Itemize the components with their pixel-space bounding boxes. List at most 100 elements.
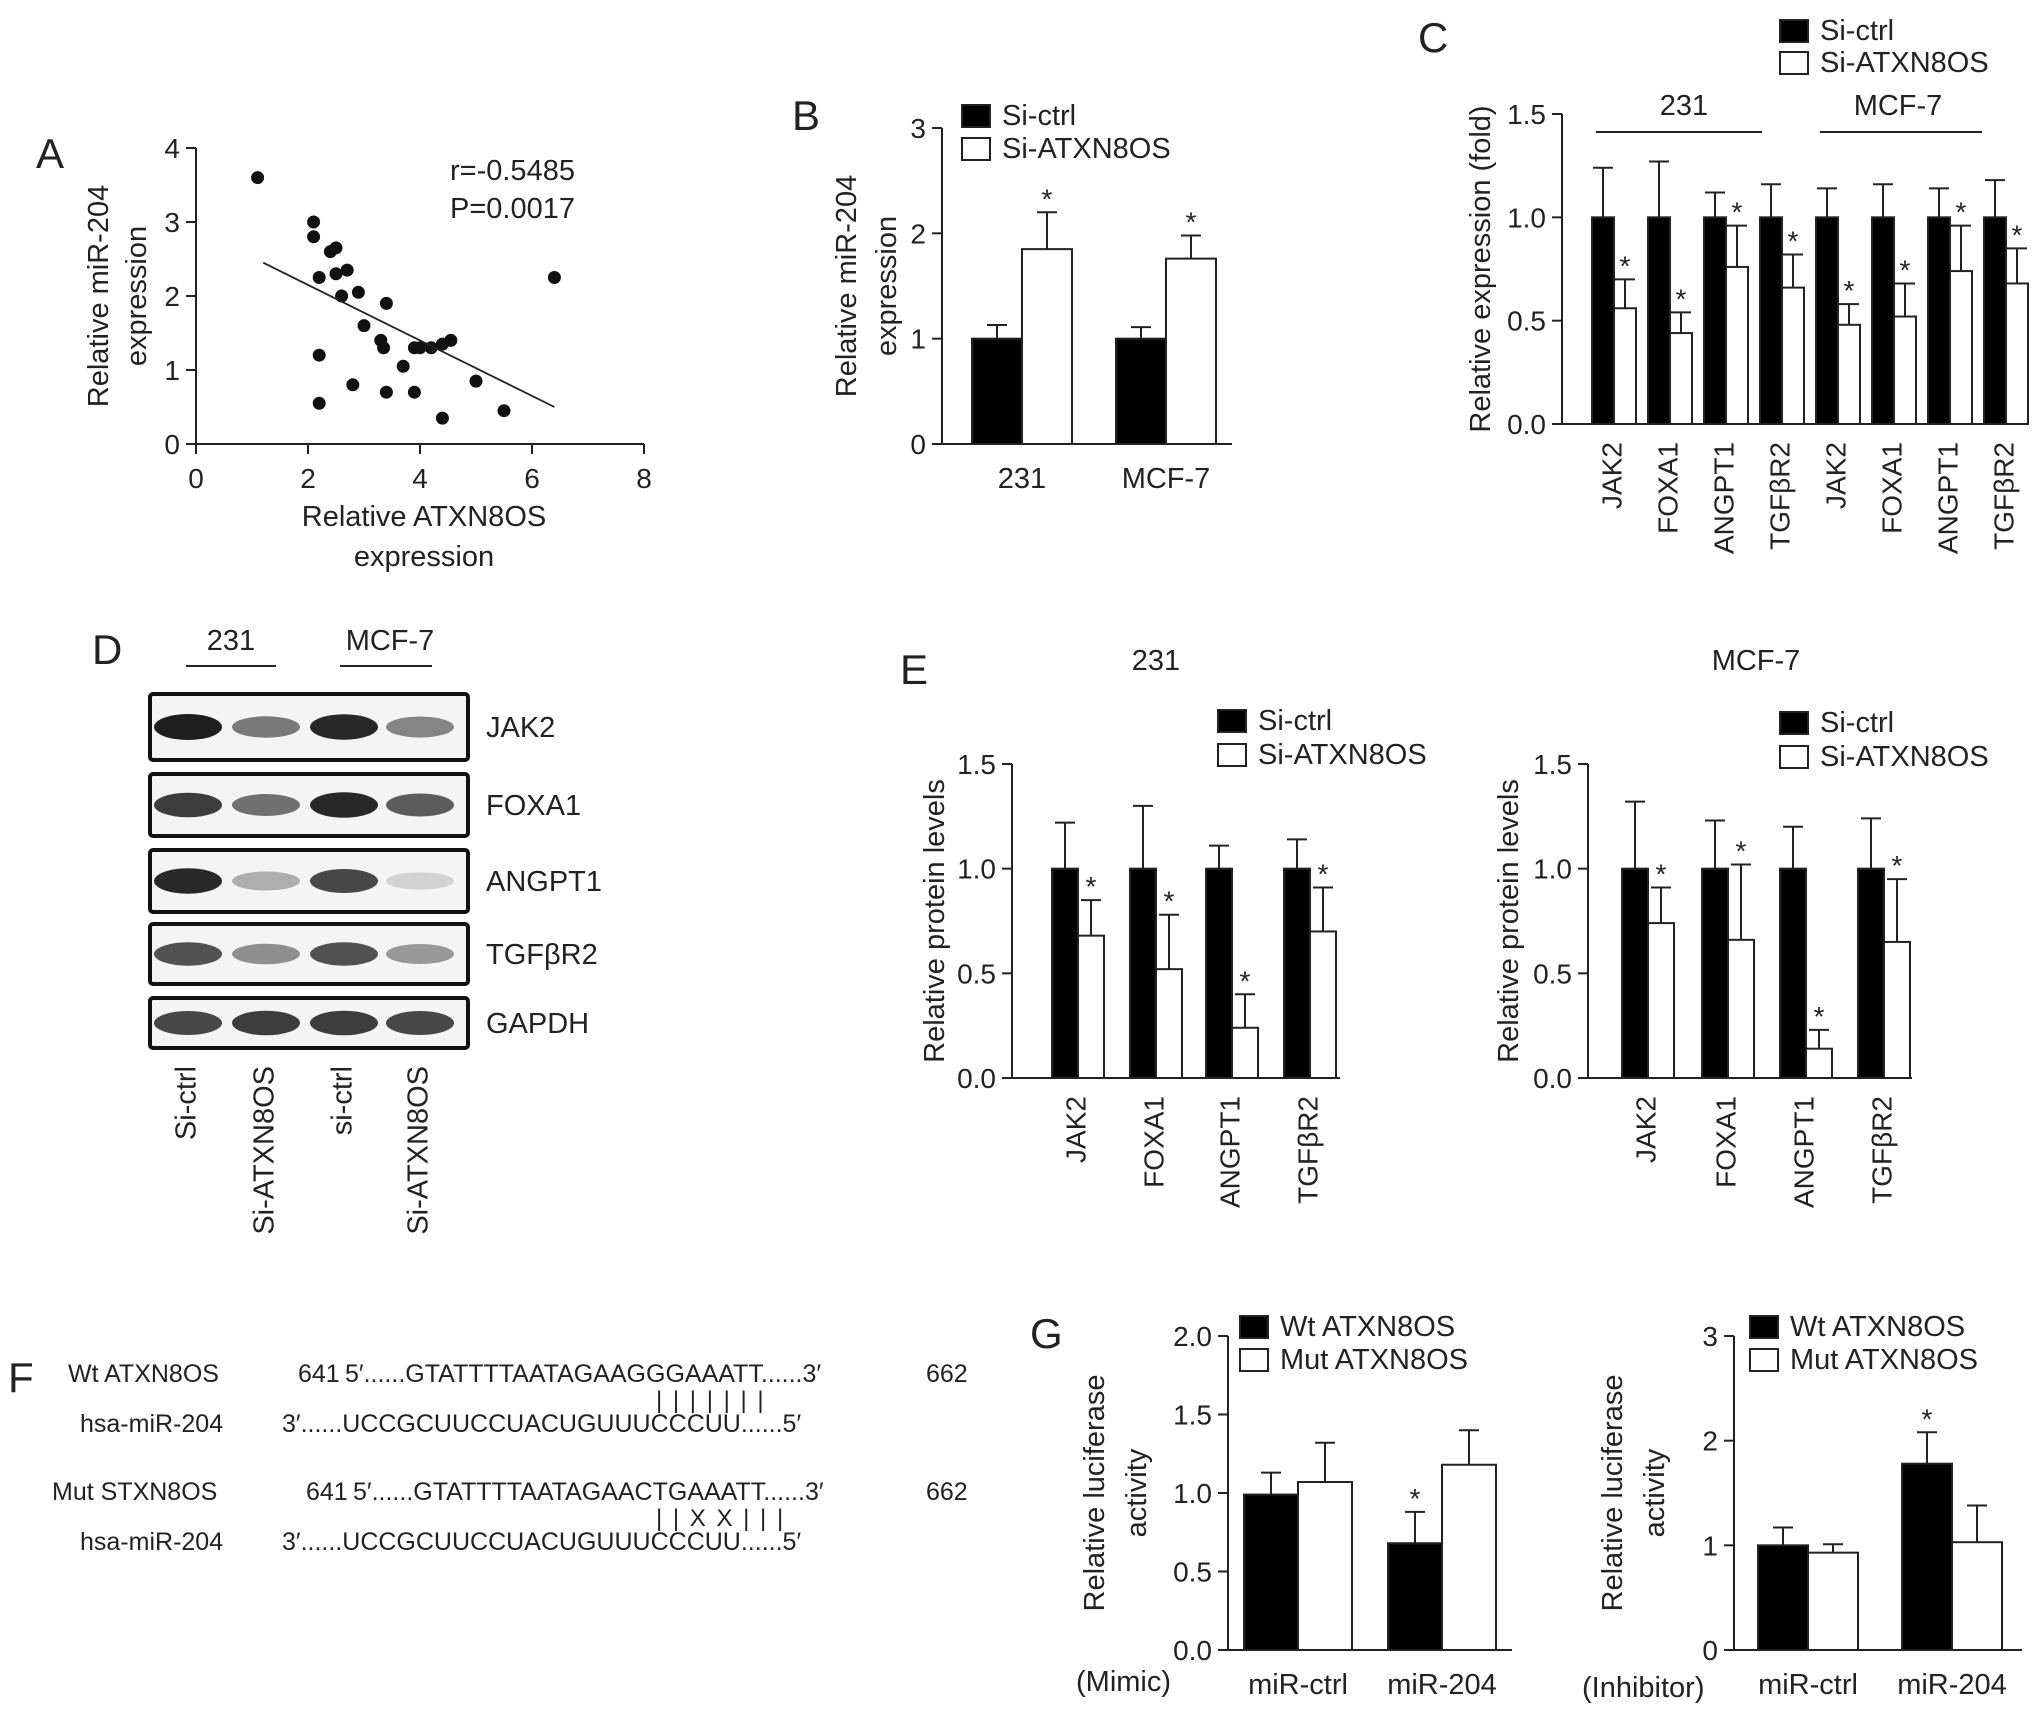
y-axis-label: activity [1639, 1448, 1671, 1537]
legend-label: Si-ctrl [1820, 707, 1894, 739]
y-tick-label: 1.0 [957, 854, 996, 885]
scatter-point [357, 319, 371, 333]
regression-line [262, 261, 555, 408]
scatter-point [307, 215, 321, 229]
scatter-panel-a: 0 1 2 3 4 0 2 4 6 8 r=-0.5485 P=0.0017 Relative ATXN… [83, 133, 652, 573]
panel-letter-e: E [900, 646, 928, 693]
y-tick-label: 1.0 [1173, 1478, 1212, 1509]
bar [1077, 934, 1105, 1079]
legend-swatch [961, 137, 991, 161]
scatter-point [346, 378, 360, 392]
protein-band [154, 1011, 222, 1035]
bar [1759, 216, 1783, 425]
y-tick-label: 4 [164, 133, 180, 164]
x-tick-label: JAK2 [1630, 1096, 1661, 1163]
bar [1115, 337, 1167, 445]
bar [1129, 867, 1157, 1080]
scatter-point [435, 411, 449, 425]
protein-band [232, 716, 300, 738]
scatter-point [444, 333, 458, 347]
bar [1805, 1047, 1833, 1080]
bar [1621, 867, 1649, 1080]
y-tick-label: 1.5 [957, 749, 996, 780]
bar [1807, 1551, 1859, 1652]
significance-star: * [1042, 183, 1053, 214]
significance-star: * [1620, 250, 1631, 281]
y-tick-label: 1.0 [1533, 854, 1572, 885]
legend-label: Si-ATXN8OS [1258, 739, 1427, 771]
scatter-point [251, 171, 265, 185]
y-axis-label: Relative protein levels [1493, 779, 1525, 1063]
x-tick-label: miR-204 [1897, 1669, 2007, 1701]
x-tick-label: 6 [524, 463, 540, 494]
lane-label: Si-ATXN8OS [403, 1066, 435, 1235]
panel-letter-a: A [36, 130, 64, 177]
protein-band [310, 792, 378, 818]
correlation-p: P=0.0017 [450, 193, 575, 225]
bar [1283, 867, 1311, 1080]
panel-letter-f: F [8, 1354, 34, 1401]
lane-label: Si-ctrl [171, 1066, 203, 1140]
seq-pairing-mut: | | X X | | | [656, 1505, 785, 1532]
y-tick-label: 0 [164, 429, 180, 460]
seq-row-name: Wt ATXN8OS [68, 1360, 219, 1388]
y-tick-label: 0.5 [1507, 306, 1546, 337]
scatter-point [396, 359, 410, 373]
bar-panel-g-mimic: 0.0 0.5 1.0 1.5 2.0 miR-ctrl * miR-204 Relative … [1079, 1311, 1512, 1701]
bar-panel-e-mcf7: 0.0 0.5 1.0 1.5 * JAK2 * FOXA1 * ANGPT1 * TGFβR2 Rel… [1493, 707, 1989, 1208]
lane-label: si-ctrl [327, 1066, 359, 1135]
significance-star: * [1318, 859, 1329, 890]
bar [1857, 867, 1885, 1080]
protein-band [386, 872, 454, 890]
legend-label: Wt ATXN8OS [1790, 1311, 1965, 1343]
bar [1591, 216, 1615, 425]
seq-row-start: 641 [306, 1478, 348, 1506]
significance-star: * [1732, 197, 1743, 228]
legend-swatch [1779, 711, 1809, 735]
y-tick-label: 0.0 [1173, 1635, 1212, 1666]
y-tick-label: 0.0 [957, 1063, 996, 1094]
bar [1779, 867, 1807, 1080]
protein-band [386, 793, 454, 817]
x-tick-label: JAK2 [1596, 442, 1627, 509]
correlation-r: r=-0.5485 [450, 155, 575, 187]
bar [1309, 930, 1337, 1080]
legend-swatch [1217, 709, 1247, 733]
y-axis-label: Relative miR-204 [83, 185, 115, 407]
bar [1647, 922, 1675, 1079]
bar-panel-e-231: 0.0 0.5 1.0 1.5 * JAK2 * FOXA1 * ANGPT1 * TGFβR2 Rel… [919, 705, 1427, 1208]
g-treatment-mimic: (Mimic) [1076, 1666, 1171, 1698]
x-tick-label: MCF-7 [1122, 463, 1211, 495]
significance-star: * [1656, 859, 1667, 890]
scatter-point [379, 385, 393, 399]
bar [1983, 216, 2007, 425]
bar [1725, 265, 1749, 425]
protein-band [310, 1010, 378, 1036]
y-tick-label: 1 [1702, 1530, 1718, 1561]
x-tick-label: FOXA1 [1710, 1096, 1741, 1188]
legend-label: Wt ATXN8OS [1280, 1311, 1455, 1343]
bar [1243, 1493, 1299, 1651]
blot-strip [148, 692, 470, 762]
bar [1021, 248, 1073, 445]
protein-band [386, 716, 454, 738]
bar [1757, 1544, 1809, 1652]
legend-swatch [961, 104, 991, 128]
x-tick-label: FOXA1 [1652, 442, 1683, 534]
group-label: MCF-7 [1854, 90, 1943, 122]
legend-swatch [1239, 1315, 1269, 1339]
x-tick-label: TGFβR2 [1292, 1096, 1323, 1204]
x-tick-label: JAK2 [1820, 442, 1851, 509]
group-label: 231 [207, 625, 255, 657]
bar [1815, 216, 1839, 425]
y-axis-label: Relative miR-204 [831, 175, 863, 397]
y-tick-label: 3 [910, 113, 926, 144]
y-tick-label: 0 [1702, 1635, 1718, 1666]
y-tick-label: 2 [1702, 1426, 1718, 1457]
legend-label: Mut ATXN8OS [1790, 1344, 1978, 1376]
western-blot-panel-d: JAK2 FOXA1 ANGPT1 TGFβR2 GAPDH 231 MCF-7 Si-ctr… [148, 625, 602, 1235]
x-tick-label: miR-ctrl [1758, 1669, 1858, 1701]
bar [1837, 323, 1861, 425]
y-tick-label: 0 [910, 429, 926, 460]
bar [1051, 867, 1079, 1080]
